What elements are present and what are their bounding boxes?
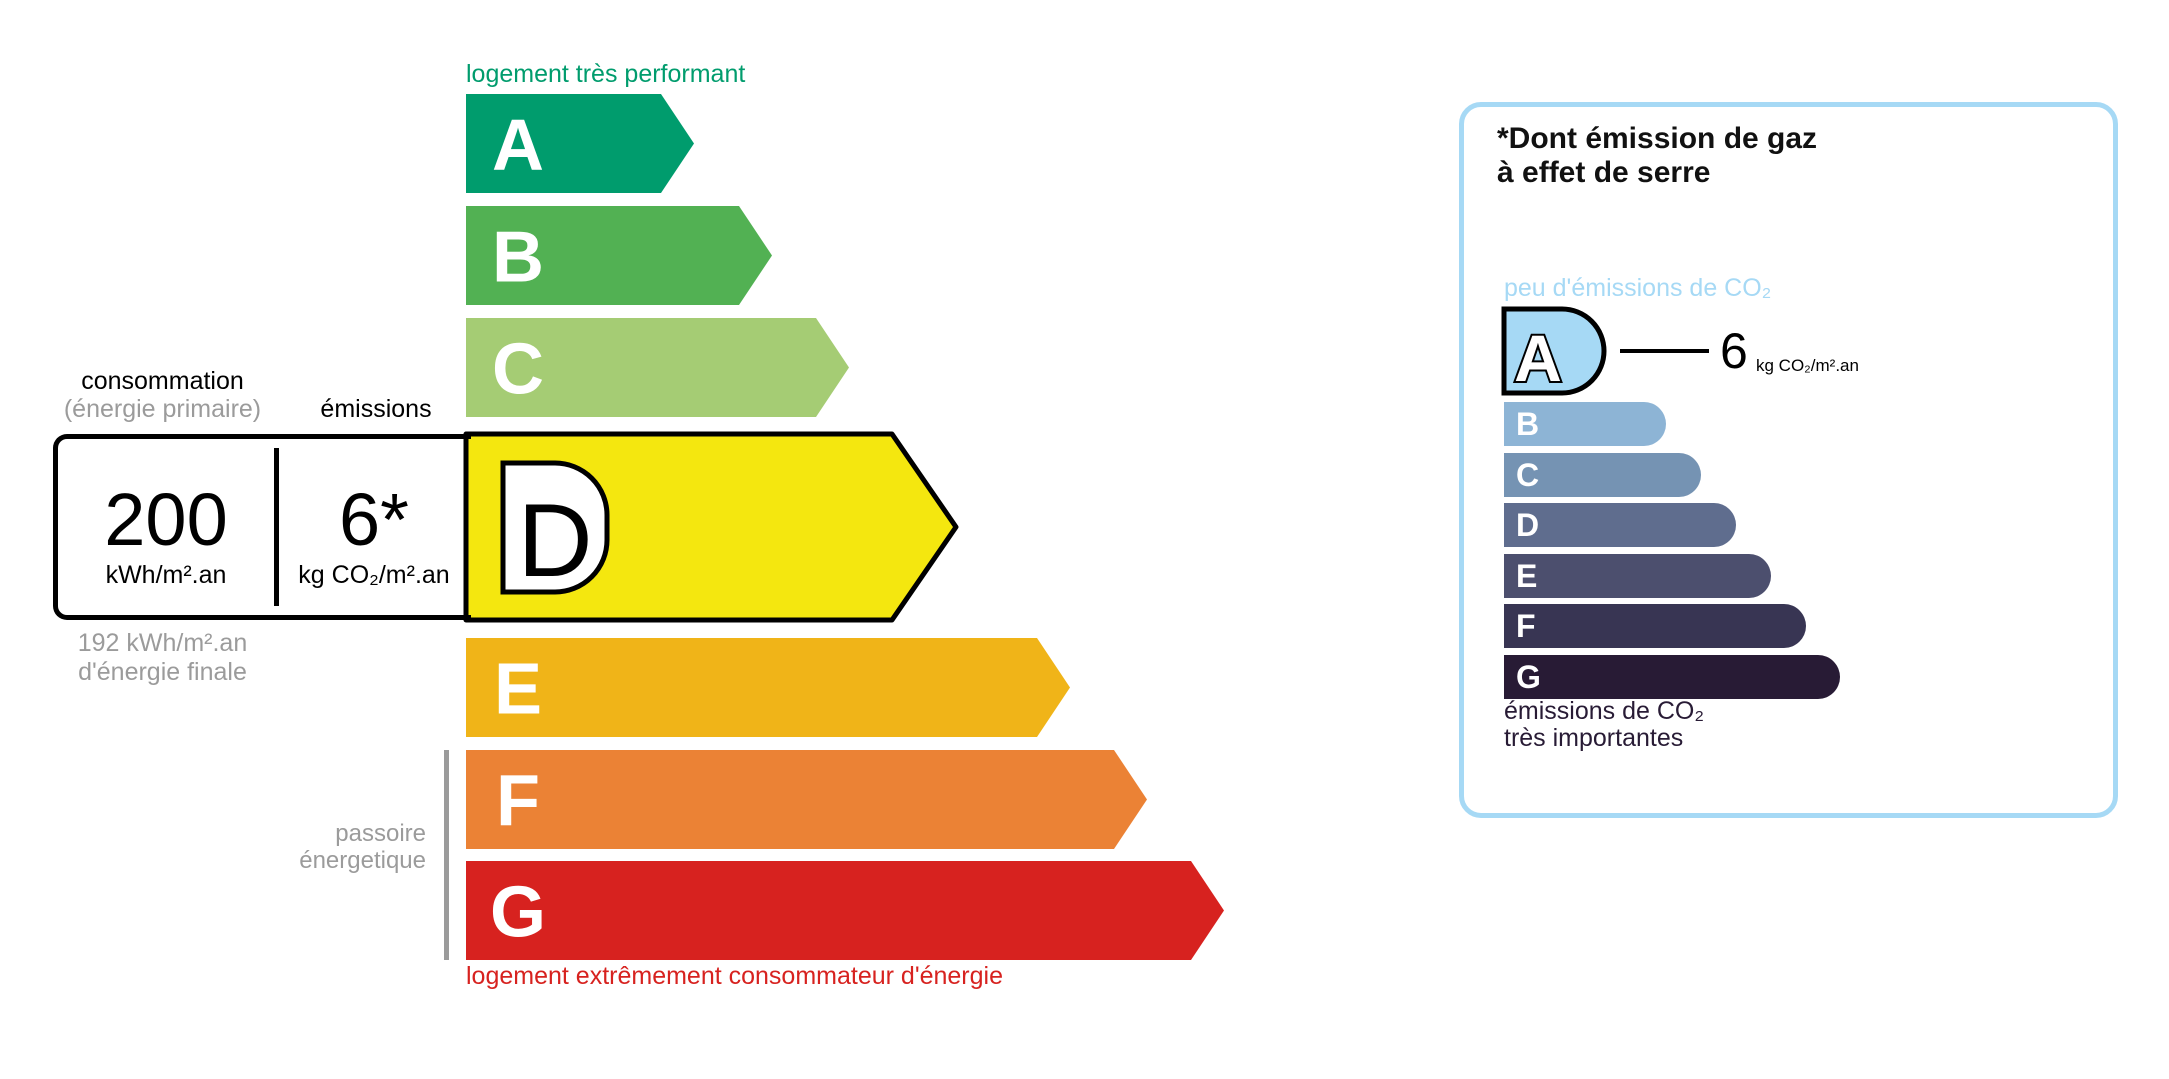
energy-class-f: F [466,750,1147,849]
energy-top-label: logement très performant [466,60,746,88]
emissions-value: 6* [339,478,409,561]
energy-class-b: B [466,206,772,305]
passoire-label: passoire énergetique [230,820,426,874]
passoire-bracket [444,750,449,960]
energy-class-letter: D [517,483,592,599]
ges-bottom-line2: très importantes [1504,724,1684,752]
ges-title-line2: à effet de serre [1497,156,1711,189]
ges-class-f: F [1504,604,1806,648]
value-box [53,434,471,620]
ges-title-line1: *Dont émission de gaz [1497,122,1818,155]
final-energy-value: 192 kWh/m².an [77,629,248,657]
energy-class-a: A [466,94,694,193]
ges-bottom-line1: émissions de CO₂ [1504,697,1705,725]
final-energy-label: d'énergie finale [78,658,247,686]
consumption-subtitle: (énergie primaire) [63,395,262,423]
ges-value: 6 [1720,323,1748,379]
energy-arrow [466,750,1147,849]
ges-active-class-a: A [1501,306,1607,397]
ges-class-d: D [1504,503,1736,547]
energy-bottom-label: logement extrêmement consommateur d'éner… [466,962,1003,990]
energy-class-g: G [466,861,1224,960]
active-class-badge [500,460,610,595]
energy-class-letter: B [492,218,544,298]
energy-class-letter: G [490,873,546,953]
energy-class-letter: E [494,650,542,730]
value-divider [274,448,279,606]
ges-title: *Dont émission de gaz à effet de serre [1497,122,1817,190]
energy-arrow [466,318,849,417]
emissions-title: émissions [320,395,432,423]
ges-class-c: C [1504,452,1701,497]
ges-active-letter: A [1514,321,1562,395]
energy-class-c: C [466,318,849,417]
passoire-line2: énergetique [299,847,426,874]
energy-arrow [466,638,1070,737]
ges-class-e: E [1504,553,1771,598]
ges-unit: kg CO₂/m².an [1756,356,1859,375]
ges-class-g: G [1504,654,1840,699]
energy-arrow [466,861,1224,960]
ges-top-label: peu d'émissions de CO₂ [1504,274,1772,302]
ges-class-b: B [1504,402,1666,446]
energy-class-letter: F [496,762,540,842]
consumption-title: consommation [81,367,244,395]
ges-panel [1459,102,2118,818]
energy-arrow [466,94,694,193]
passoire-line1: passoire [335,820,426,847]
energy-class-letter: C [492,330,544,410]
emissions-unit: kg CO₂/m².an [298,561,450,589]
consumption-value: 200 [104,478,228,561]
energy-class-d: D [463,431,959,623]
energy-arrow [466,206,772,305]
ges-pointer-line [1620,349,1709,353]
consumption-unit: kWh/m².an [105,561,227,589]
energy-class-letter: A [492,106,544,186]
energy-class-e: E [466,638,1070,737]
ges-bottom-label: émissions de CO₂ très importantes [1504,698,1704,752]
